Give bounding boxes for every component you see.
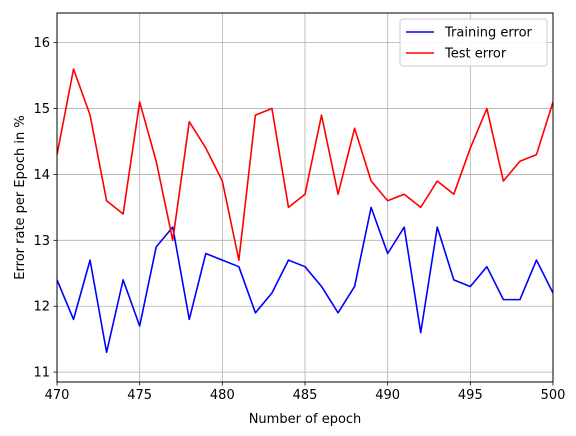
x-tick-label: 500 [541, 388, 566, 403]
y-tick-label: 14 [33, 168, 50, 183]
x-tick-label: 485 [293, 388, 318, 403]
y-tick-label: 13 [33, 234, 50, 249]
series-line-training-error [57, 206, 553, 354]
x-tick-label: 470 [45, 388, 70, 403]
x-axis-ticks: 470 475 480 485 490 495 500 [45, 382, 566, 403]
x-tick-label: 490 [375, 388, 400, 403]
x-tick-label: 480 [210, 388, 235, 403]
plot-lines [57, 68, 553, 354]
y-axis-label: Error rate per Epoch in % [13, 115, 28, 279]
y-tick-label: 15 [33, 102, 50, 117]
legend-label: Test error [444, 47, 507, 62]
y-tick-label: 12 [33, 300, 50, 315]
x-tick-label: 475 [127, 388, 152, 403]
x-tick-label: 495 [458, 388, 483, 403]
legend-box [399, 18, 548, 67]
grid [56, 13, 554, 382]
series-line-test-error [57, 68, 553, 261]
x-axis-label: Number of epoch [249, 412, 362, 427]
y-tick-label: 16 [33, 36, 50, 51]
legend-label: Training error [444, 26, 533, 41]
y-tick-label: 11 [33, 366, 50, 381]
y-axis-ticks: 11 12 13 14 15 16 [33, 36, 57, 381]
legend: Training error Test error [399, 18, 548, 67]
